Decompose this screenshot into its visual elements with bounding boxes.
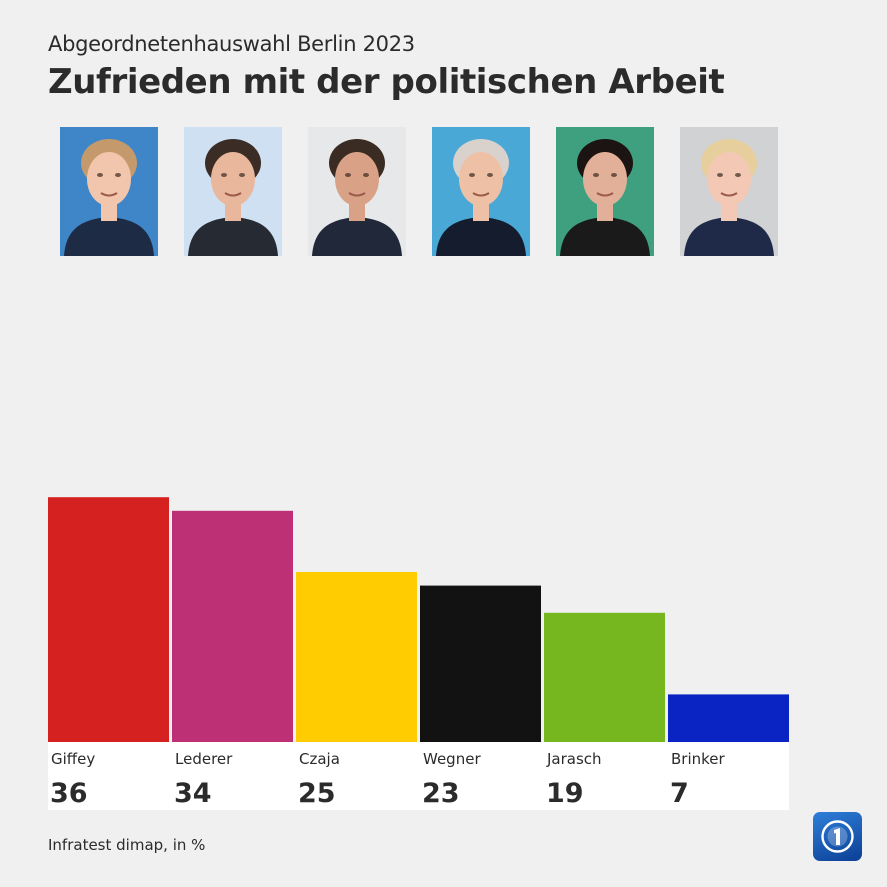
value-label-czaja: 25 — [298, 778, 336, 809]
portrait-czaja — [308, 127, 406, 256]
category-label-lederer: Lederer — [175, 750, 233, 768]
category-label-wegner: Wegner — [423, 750, 481, 768]
bar-jarasch — [544, 612, 665, 742]
chart-header: Abgeordnetenhauswahl Berlin 2023 Zufried… — [48, 30, 725, 104]
bar-giffey — [48, 497, 169, 742]
portrait-lederer — [184, 127, 282, 256]
label-strip — [48, 742, 789, 810]
value-label-brinker: 7 — [670, 778, 689, 809]
value-label-giffey: 36 — [50, 778, 88, 809]
ard-logo-icon — [813, 812, 862, 861]
category-label-czaja: Czaja — [299, 750, 340, 768]
category-label-jarasch: Jarasch — [546, 750, 602, 768]
chart-subtitle: Abgeordnetenhauswahl Berlin 2023 — [48, 32, 415, 56]
bar-lederer — [172, 510, 293, 742]
value-label-wegner: 23 — [422, 778, 460, 809]
portrait-giffey — [60, 127, 158, 256]
bar-brinker — [668, 694, 789, 742]
portrait-jarasch — [556, 127, 654, 256]
chart-title: Zufrieden mit der politischen Arbeit — [48, 62, 725, 103]
category-label-brinker: Brinker — [671, 750, 726, 768]
portrait-wegner — [432, 127, 530, 256]
bar-wegner — [420, 585, 541, 742]
category-label-giffey: Giffey — [51, 750, 95, 768]
bar-czaja — [296, 572, 417, 742]
value-label-jarasch: 19 — [546, 778, 584, 809]
value-label-lederer: 34 — [174, 778, 212, 809]
source-note: Infratest dimap, in % — [48, 836, 206, 854]
portrait-brinker — [680, 127, 778, 256]
